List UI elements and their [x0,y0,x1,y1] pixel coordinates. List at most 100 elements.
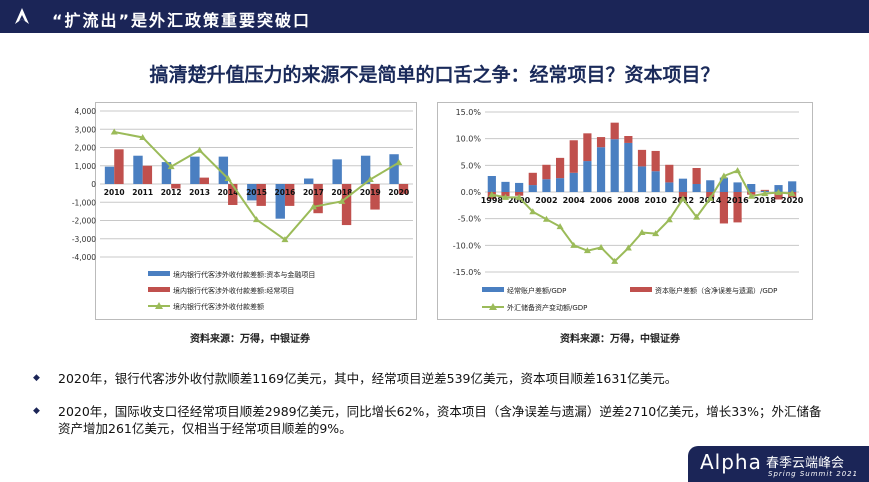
y-tick-label: 10.0% [456,135,482,144]
legend-label: 外汇储备资产变动额/GDP [507,303,587,312]
x-tick-label: 2010 [104,188,125,197]
bar [747,184,756,192]
line-marker [747,192,755,199]
line-marker [706,194,714,201]
line-marker [196,146,204,153]
bar [398,184,409,194]
line-marker [542,215,550,222]
line-marker [366,175,374,182]
x-tick-label: 2006 [590,196,613,205]
bar [190,156,200,184]
bar [275,184,285,219]
line-marker [652,230,660,237]
y-tick-label: 2,000 [75,144,97,153]
legend-swatch [148,271,170,276]
x-tick-label: 2004 [563,196,586,205]
bar [341,184,352,226]
bar [637,149,647,167]
bullet-text: 2020年，国际收支口径经常项目顺差2989亿美元，同比增长62%，资本项目（含… [58,404,822,436]
bar [218,156,229,184]
line-marker [693,213,701,220]
bar [114,149,124,184]
bar [569,172,578,192]
line-marker [556,223,564,230]
line-marker [167,163,175,170]
line-marker [611,257,619,264]
line-marker [488,191,496,198]
bar [133,155,143,184]
bar [665,164,674,183]
line-marker [110,128,118,135]
source-left: 资料来源：万得，中银证券 [190,334,310,345]
bar [774,192,783,200]
bar [284,184,295,206]
x-tick-label: 2002 [535,196,557,205]
line-marker [253,216,260,223]
legend-label: 经常账户差额/GDP [507,286,566,295]
bar [332,159,342,184]
line-marker [501,193,509,200]
x-tick-label: 2018 [754,196,777,205]
y-tick-label: 4,000 [75,107,97,116]
bullet-text: 2020年，银行代客涉外收付款顺差1169亿美元，其中，经常项目逆差539亿美元… [58,371,678,386]
x-tick-label: 2014 [218,188,239,197]
y-tick-label: -5.0% [458,215,482,224]
bar [624,136,633,143]
bar [199,177,209,184]
legend-swatch [482,287,504,292]
x-tick-label: 2016 [726,196,749,205]
header-bar: “扩流出”是外汇政策重要突破口 [0,0,869,33]
y-tick-label: -1,000 [72,198,96,207]
y-tick-label: 1,000 [75,162,97,171]
x-tick-label: 2012 [161,188,182,197]
bar [161,162,172,184]
page-title: 搞清楚升值压力的来源不是简单的口舌之争：经常项目？资本项目？ [149,64,720,86]
bar [774,185,783,192]
bullet-1: ◆ 2020年，银行代客涉外收付款顺差1169亿美元，其中，经常项目逆差539亿美… [33,370,833,387]
bar [389,154,399,184]
bar [692,184,701,192]
bar [304,178,314,184]
y-tick-label: -2,000 [72,217,96,226]
bar [692,168,701,184]
line-marker [624,244,632,251]
line-marker [570,241,578,248]
x-tick-label: 2011 [132,188,153,197]
x-tick-label: 2013 [189,188,210,197]
source-right: 资料来源：万得，中银证券 [560,334,680,345]
event-name-en: Spring Summit 2021 [768,470,859,478]
legend-label: 境内银行代客涉外收付款差额:经常项目 [173,286,294,295]
x-tick-label: 2017 [303,188,324,197]
bar [501,181,510,192]
bar [142,165,153,184]
bar [719,192,729,224]
line-marker [583,247,591,254]
bar [569,140,578,173]
y-tick-label: -3,000 [72,235,96,244]
line-marker [788,190,796,197]
bullet-2: ◆ 2020年，国际收支口径经常项目顺差2989亿美元，同比增长62%，资本项目（… [33,403,833,437]
x-tick-label: 2019 [360,188,381,197]
bar [515,182,524,192]
bar [706,180,715,192]
line-marker [338,197,346,204]
bar [528,172,537,186]
x-tick-label: 2015 [246,188,267,197]
bar [256,184,266,206]
x-tick-label: 2020 [781,196,804,205]
x-tick-label: 2000 [508,196,531,205]
diamond-bullet-icon: ◆ [33,373,40,383]
chart-bop-gdp: 15.0% 10.0% 5.0% 0.0% -5.0% -10.0% -15.0% 1998 2… [453,108,804,312]
line-marker [309,203,317,210]
line-marker [734,167,742,174]
line-marker [395,159,403,166]
alpha-logo-icon [15,8,29,24]
bar [610,122,619,140]
line-marker [638,229,646,236]
legend-label: 境内银行代客涉外收付款差额 [173,302,264,311]
legend-label: 资本账户差额（含净误差与遗漏）/GDP [655,286,777,295]
legend-swatch [148,287,170,292]
bar [528,185,537,192]
bar [788,181,797,192]
x-tick-label: 2018 [331,188,352,197]
